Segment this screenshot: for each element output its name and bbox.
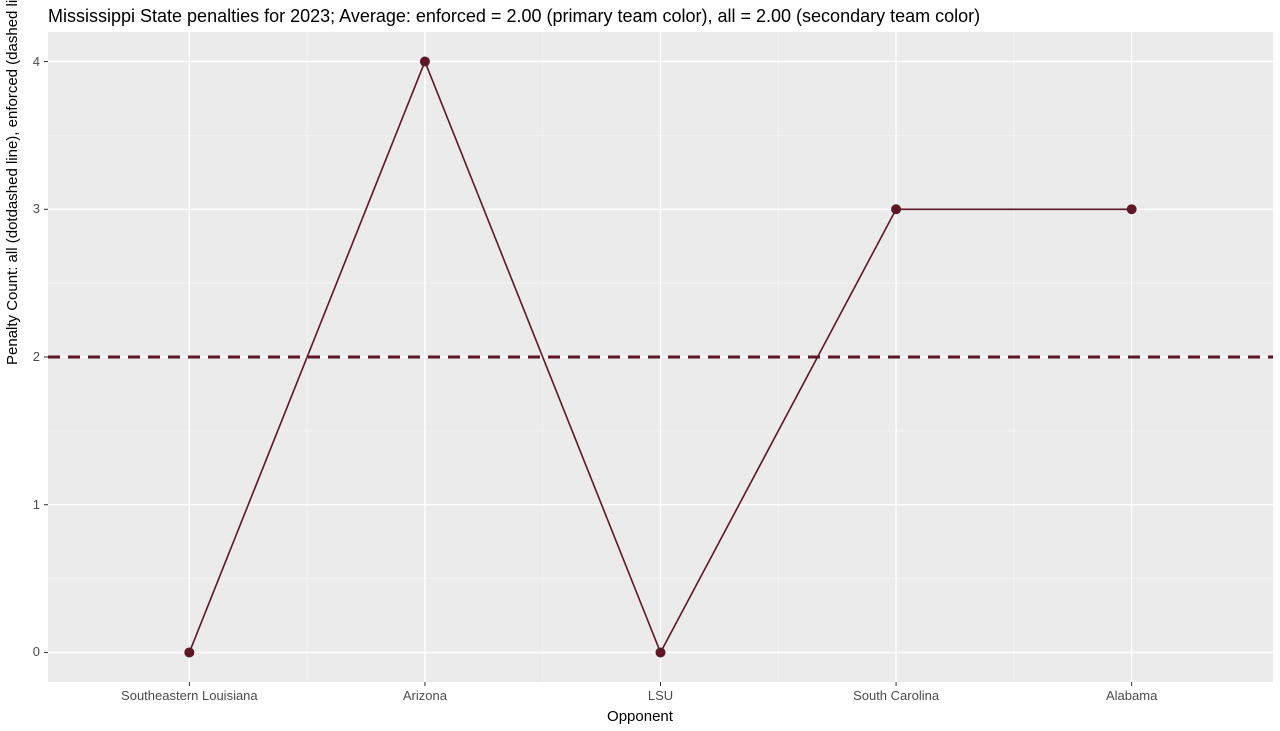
y-tick-label: 1	[10, 497, 40, 512]
x-tick-label: Arizona	[403, 688, 447, 703]
y-tick-label: 0	[10, 644, 40, 659]
y-tick-label: 3	[10, 201, 40, 216]
x-tick-label: LSU	[648, 688, 673, 703]
chart-container: Mississippi State penalties for 2023; Av…	[0, 0, 1280, 731]
x-tick-label: Southeastern Louisiana	[121, 688, 258, 703]
y-tick-label: 4	[10, 54, 40, 69]
x-tick-label: South Carolina	[853, 688, 939, 703]
x-tick-label: Alabama	[1106, 688, 1157, 703]
y-tick-label: 2	[10, 349, 40, 364]
plot-svg	[0, 0, 1280, 731]
